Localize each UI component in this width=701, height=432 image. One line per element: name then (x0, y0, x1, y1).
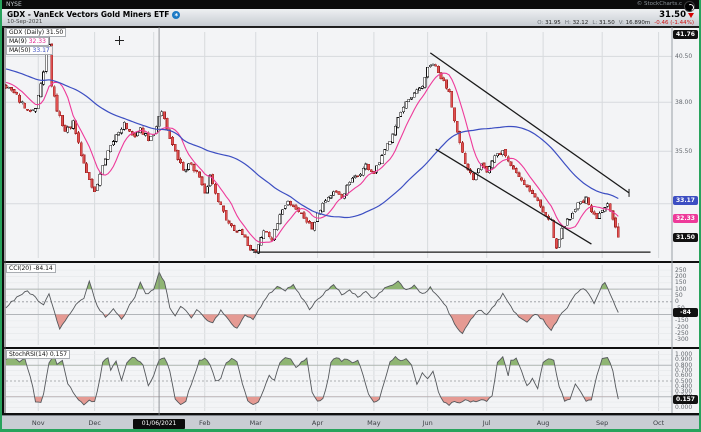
price-axis-label: 38.00 (675, 98, 693, 106)
stochrsi-axis-label: 0.900 (675, 356, 693, 364)
month-gridlines (37, 32, 660, 411)
trendlines (253, 52, 651, 253)
cci-axis-label: 150 (675, 279, 687, 287)
month-label-sep[interactable]: Sep (596, 419, 609, 427)
volume-value: 16.890m (625, 20, 651, 26)
symbol-info-icon[interactable] (172, 10, 181, 19)
price-down-arrow-icon (688, 12, 694, 18)
exchange-label: NYSE (6, 1, 22, 8)
time-axis: NovDec2021FebMarAprMayJunJulAugSepOct (2, 415, 699, 429)
stochrsi-axis-label: 0.800 (675, 361, 693, 369)
month-label-nov[interactable]: Nov (31, 419, 45, 427)
ma50 (5, 68, 619, 219)
cci-axis-label: -250 (675, 330, 689, 338)
panel-backgrounds (4, 27, 699, 413)
month-label-feb[interactable]: Feb (198, 419, 211, 427)
ma50-line (5, 68, 619, 219)
open-label: O: (537, 20, 544, 26)
stochrsi-axis-label: 0.000 (675, 403, 693, 411)
cci-axis-label: 250 (675, 266, 687, 274)
candlesticks (4, 34, 620, 254)
legend-symbol: GDX (Daily) 31.50 (6, 28, 67, 37)
panel-dividers (2, 27, 699, 415)
price-axis-label: 40.50 (675, 52, 693, 60)
high-label: H: (564, 20, 571, 26)
copyright-label: © StockCharts.c (636, 1, 682, 7)
month-label-oct[interactable]: Oct (652, 419, 665, 427)
cci-value-box: -84 (673, 308, 698, 317)
low-value: 31.50 (598, 20, 615, 26)
stochrsi-value-box: 0.157 (673, 394, 698, 404)
high-marker-box: 41.76 (673, 29, 698, 39)
plus-cursor-icon[interactable] (115, 36, 124, 45)
crosshair-date-box: 01/06/2021 (133, 419, 186, 429)
legend-ma9: MA(9) 32.33 (6, 37, 49, 46)
last-price: 31.50 (659, 10, 686, 20)
stochrsi-axis-label: 0.600 (675, 372, 693, 380)
month-label-may[interactable]: May (367, 419, 381, 427)
top-bar: NYSE © StockCharts.c (2, 0, 699, 12)
high-value: 32.12 (572, 20, 589, 26)
month-label-dec[interactable]: Dec (88, 419, 101, 427)
stochrsi-axis-label: 0.300 (675, 388, 693, 396)
month-label-mar[interactable]: Mar (249, 419, 262, 427)
stochrsi-axis-label: 0.700 (675, 366, 693, 374)
cci-axis-label: -150 (675, 317, 689, 325)
cci-axis-label: 200 (675, 272, 687, 280)
month-label-jun[interactable]: Jun (422, 419, 433, 427)
chart-date: 10-Sep-2021 (7, 19, 43, 25)
ma9-value-box: 32.33 (673, 213, 698, 223)
price-gridlines (6, 55, 672, 205)
volume-label: V: (618, 20, 624, 26)
cci-axis-label: -200 (675, 323, 689, 331)
month-label-apr[interactable]: Apr (311, 419, 324, 427)
stochrsi-axis-label: 0.400 (675, 382, 693, 390)
low-label: L: (592, 20, 598, 26)
change-value: -0.46 (-1.44%) (654, 20, 694, 26)
quote-row: O: 31.95 H: 32.12 L: 31.50 V: 16.890m -0… (537, 20, 694, 27)
symbol-title: GDX - VanEck Vectors Gold Miners ETF (7, 10, 170, 19)
ma9-line (5, 72, 619, 243)
last-price-box: 31.50 (673, 232, 698, 242)
stochrsi-axis-label: 0.500 (675, 377, 693, 385)
legend-stochrsi: StochRSI(14) 0.157 (6, 350, 71, 359)
price-axis-label: 35.50 (675, 147, 693, 155)
ma9 (5, 72, 619, 243)
cci-axis-label: 100 (675, 285, 687, 293)
stochrsi-axis-label: 1.000 (675, 351, 693, 359)
stockcharts-logo-icon[interactable] (684, 1, 695, 12)
cci-axis-label: 50 (675, 291, 683, 299)
legend-ma50: MA(50) 33.17 (6, 46, 53, 55)
ma50-value-box: 33.17 (673, 195, 698, 205)
chart-header: GDX - VanEck Vectors Gold Miners ETF 10-… (2, 9, 699, 27)
legend-cci: CCI(20) -84.14 (6, 264, 56, 273)
cci-axis-label: 0 (675, 298, 679, 306)
month-label-jul[interactable]: Jul (482, 419, 491, 427)
cci-axis-label: -300 (675, 336, 689, 344)
month-label-aug[interactable]: Aug (536, 419, 550, 427)
open-value: 31.95 (545, 20, 561, 26)
